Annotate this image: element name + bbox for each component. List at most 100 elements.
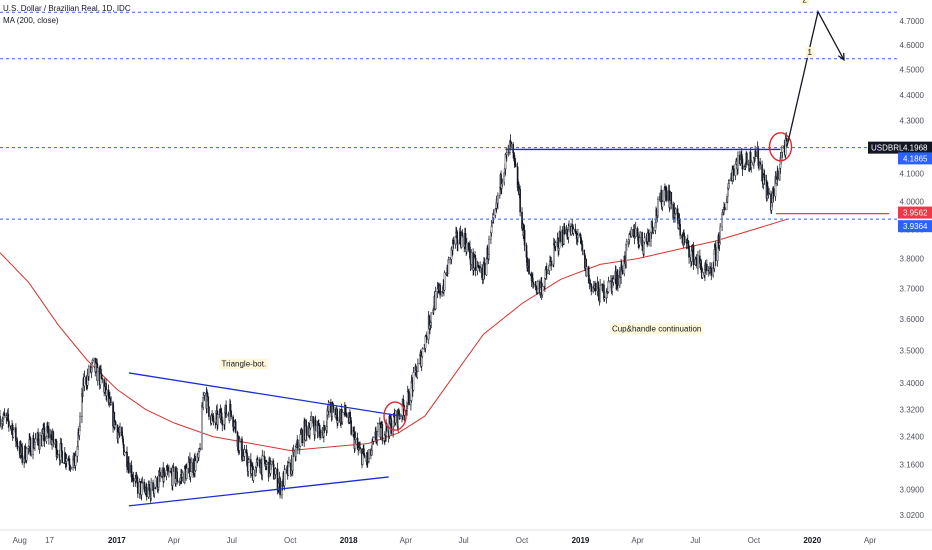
candle-body bbox=[532, 277, 534, 283]
y-tick-label: 4.7000 bbox=[900, 17, 925, 26]
x-tick-label: Aug bbox=[13, 536, 27, 545]
projection-path[interactable] bbox=[786, 9, 845, 147]
candle-body bbox=[292, 450, 295, 453]
candle-body bbox=[314, 419, 317, 426]
candle-body bbox=[639, 231, 641, 239]
candle-body bbox=[65, 458, 68, 462]
price-axis-bg bbox=[898, 0, 932, 550]
price-badge-label: 4.1968 bbox=[903, 144, 928, 153]
candle-body bbox=[319, 429, 321, 439]
candle-body bbox=[137, 481, 139, 494]
candle-body bbox=[177, 481, 179, 483]
annotation-bg bbox=[805, 46, 815, 58]
candle-body bbox=[643, 237, 646, 243]
price-badge-label: 4.1865 bbox=[903, 154, 928, 163]
candle-body bbox=[257, 459, 259, 461]
candle-body bbox=[523, 229, 526, 246]
candle-body bbox=[128, 462, 130, 473]
candle-body bbox=[418, 355, 421, 364]
candle-body bbox=[105, 389, 108, 396]
candle-body bbox=[464, 233, 467, 246]
y-tick-label: 4.3000 bbox=[900, 117, 925, 126]
candle-body bbox=[519, 188, 521, 213]
candle-body bbox=[505, 152, 508, 156]
candle-body bbox=[479, 266, 481, 269]
y-tick-label: 3.1600 bbox=[900, 461, 925, 470]
candle-body bbox=[60, 443, 63, 452]
candle-body bbox=[43, 427, 46, 442]
x-tick-label: Oct bbox=[284, 536, 297, 545]
candle-body bbox=[207, 396, 210, 407]
time-axis[interactable]: Aug 17 2017 Apr Jul Oct 2018 Apr Jul Oct 2019 Apr Ju… bbox=[0, 529, 932, 545]
candle-body bbox=[559, 231, 561, 242]
candle-body bbox=[537, 281, 539, 290]
y-tick-label: 4.1000 bbox=[900, 170, 925, 179]
candle-body bbox=[100, 369, 102, 375]
candle-body bbox=[97, 367, 99, 381]
candle-body bbox=[457, 243, 459, 245]
candle-body bbox=[372, 437, 375, 442]
candle-body bbox=[261, 455, 264, 476]
y-tick-label: 4.6000 bbox=[900, 41, 925, 50]
candle-body bbox=[679, 223, 681, 236]
drawings-layer[interactable] bbox=[0, 9, 898, 507]
candle-body bbox=[706, 264, 708, 272]
candle-body bbox=[114, 421, 117, 426]
trendline-triangle-upper[interactable] bbox=[128, 372, 402, 417]
trendline-triangle-lower[interactable] bbox=[128, 476, 389, 507]
candle-body bbox=[110, 402, 112, 406]
candle-body bbox=[0, 415, 1, 427]
candle-body bbox=[270, 460, 272, 465]
candle-body bbox=[674, 208, 677, 214]
candle-body bbox=[92, 357, 95, 361]
candle-body bbox=[568, 225, 570, 231]
projection-arrowhead bbox=[837, 52, 845, 62]
candle-body bbox=[676, 208, 679, 221]
candle-body bbox=[581, 244, 584, 251]
candle-body bbox=[132, 477, 135, 482]
candle-body bbox=[359, 446, 361, 450]
highlight-circle[interactable] bbox=[768, 132, 793, 162]
x-tick-label: Jul bbox=[227, 536, 237, 545]
candle-body bbox=[368, 449, 370, 459]
candle-body bbox=[12, 429, 15, 438]
ma200-line bbox=[0, 218, 788, 452]
candle-body bbox=[648, 232, 650, 242]
candle-body bbox=[295, 446, 297, 457]
candle-body bbox=[3, 412, 6, 416]
candle-body bbox=[488, 238, 490, 255]
candle-body bbox=[377, 423, 379, 432]
highlight-circle[interactable] bbox=[383, 401, 407, 431]
candle-body bbox=[608, 280, 610, 282]
candle-body bbox=[332, 405, 335, 410]
candle-body bbox=[452, 240, 455, 245]
candle-body bbox=[434, 291, 437, 310]
annotation-label: 2 bbox=[802, 0, 807, 4]
price-badge bbox=[898, 152, 932, 165]
candle-body bbox=[141, 481, 144, 484]
candle-body bbox=[461, 232, 464, 237]
candle-body bbox=[528, 259, 530, 275]
candle-body bbox=[777, 170, 779, 180]
candle-body bbox=[190, 462, 192, 472]
y-tick-label: 3.0200 bbox=[900, 511, 925, 520]
price-axis[interactable]: 3.0200 3.0900 3.1600 3.2400 3.3200 3.4000 3.50… bbox=[868, 0, 932, 550]
candle-body bbox=[701, 271, 704, 278]
candle-body bbox=[612, 278, 615, 283]
candle-body bbox=[181, 472, 184, 478]
candle-body bbox=[70, 467, 72, 469]
candle-body bbox=[230, 410, 232, 417]
candle-body bbox=[229, 404, 232, 412]
candle-body bbox=[309, 420, 312, 429]
price-badge bbox=[898, 206, 932, 219]
y-tick-label: 3.8000 bbox=[900, 255, 925, 264]
y-tick-label: 3.5000 bbox=[900, 346, 925, 355]
candle-body bbox=[61, 450, 64, 463]
y-tick-label: 3.6000 bbox=[900, 315, 925, 324]
candle-body bbox=[734, 163, 737, 176]
ma-line-layer bbox=[0, 218, 788, 452]
candle-body bbox=[52, 431, 55, 444]
x-tick-label: Jul bbox=[690, 536, 700, 545]
candle-body bbox=[165, 469, 168, 477]
